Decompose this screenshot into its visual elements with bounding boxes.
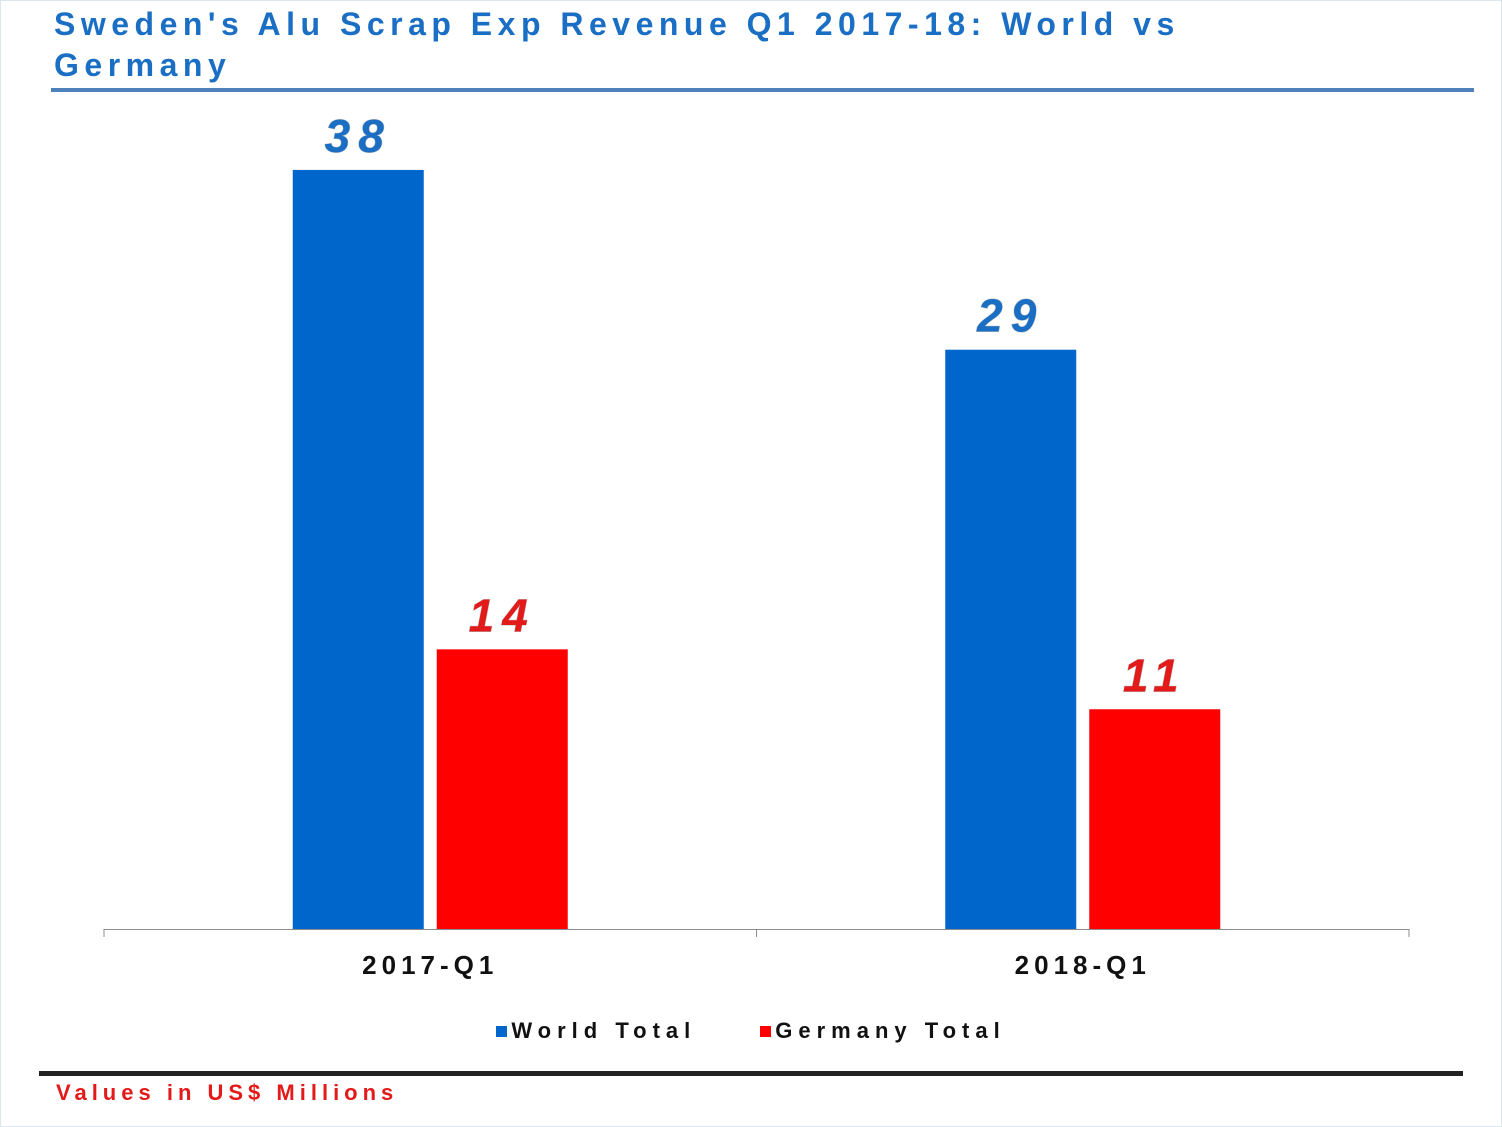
title-underline (51, 88, 1474, 92)
legend-item-germany: Germany Total (760, 1018, 1005, 1044)
bar-world-total-2018-q1 (945, 349, 1077, 930)
legend-label-world: World Total (511, 1018, 697, 1043)
chart-title: Sweden's Alu Scrap Exp Revenue Q1 2017-1… (54, 6, 1180, 83)
units-footnote: Values in US$ Millions (56, 1080, 399, 1105)
data-label: 29 (976, 290, 1044, 342)
bar-germany-total-2018-q1 (1089, 709, 1221, 929)
legend-item-world: World Total (496, 1018, 696, 1044)
legend-label-germany: Germany Total (775, 1018, 1006, 1043)
bar-germany-total-2017-q1 (436, 649, 568, 929)
x-tick-label: 2017-Q1 (362, 950, 498, 980)
bar-world-total-2017-q1 (292, 169, 424, 930)
data-label: 38 (325, 110, 392, 162)
legend-swatch-world (496, 1025, 508, 1037)
data-label: 11 (1123, 649, 1187, 701)
legend: World Total Germany Total (0, 1018, 1502, 1044)
x-tick-label: 2018-Q1 (1015, 950, 1151, 980)
legend-swatch-germany (760, 1025, 772, 1037)
data-label: 14 (469, 589, 536, 641)
footer-rule (39, 1071, 1463, 1076)
